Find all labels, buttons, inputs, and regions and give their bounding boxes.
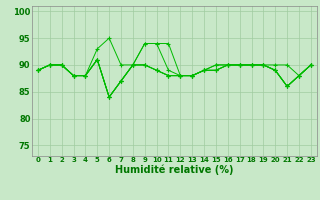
X-axis label: Humidité relative (%): Humidité relative (%) [115, 165, 234, 175]
